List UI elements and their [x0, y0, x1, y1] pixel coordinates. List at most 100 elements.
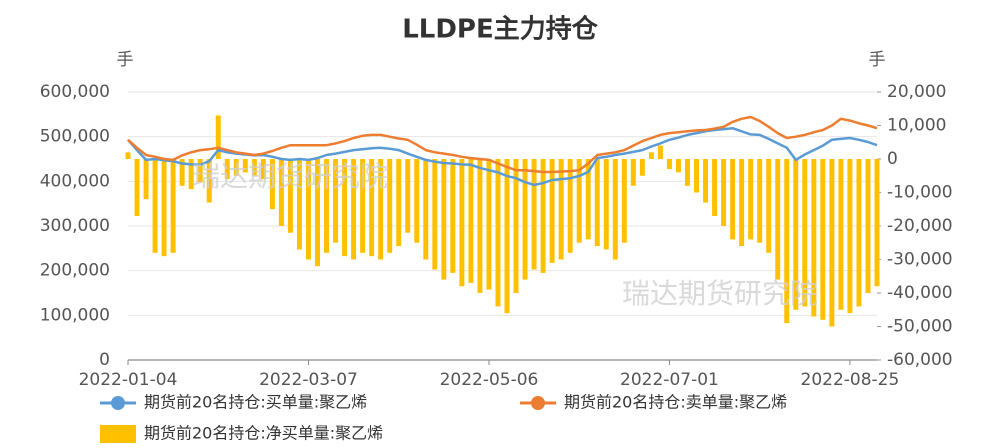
- bar: [748, 159, 754, 240]
- y2-tick-label: -10,000: [887, 183, 953, 203]
- bar: [666, 159, 672, 170]
- x-tick-label: 2022-05-06: [440, 370, 539, 390]
- bar: [251, 159, 257, 176]
- bar: [351, 159, 357, 260]
- legend-symbol: [531, 396, 545, 410]
- legend-symbol: [100, 425, 136, 443]
- bar: [242, 159, 248, 173]
- bar: [829, 159, 835, 327]
- bar: [360, 159, 366, 253]
- bar: [739, 159, 745, 247]
- bar: [865, 159, 871, 293]
- y-axis-unit: 手: [117, 50, 134, 70]
- legend-label: 期货前20名持仓:净买单量:聚乙烯: [144, 424, 383, 443]
- bar: [152, 159, 158, 253]
- bar: [495, 159, 501, 307]
- y-tick-label: 600,000: [40, 82, 110, 102]
- bar: [125, 152, 131, 159]
- bar: [657, 145, 663, 159]
- y-tick-label: 500,000: [40, 127, 110, 147]
- bar: [188, 159, 194, 190]
- y2-tick-label: -40,000: [887, 283, 953, 303]
- bar: [143, 159, 149, 200]
- bar: [730, 159, 736, 240]
- y2-tick-label: -50,000: [887, 317, 953, 337]
- bar: [784, 159, 790, 324]
- bar: [531, 159, 537, 270]
- y2-tick-label: -20,000: [887, 216, 953, 236]
- bar: [324, 159, 330, 253]
- x-tick-label: 2022-08-25: [801, 370, 900, 390]
- bar: [721, 159, 727, 226]
- x-tick-label: 2022-01-04: [79, 370, 178, 390]
- bar: [486, 159, 492, 290]
- bar: [549, 159, 555, 263]
- x-tick-label: 2022-03-07: [259, 370, 358, 390]
- bar: [161, 159, 167, 257]
- bar: [712, 159, 718, 216]
- bar: [260, 159, 266, 180]
- y2-tick-label: 10,000: [887, 116, 946, 136]
- bar: [639, 159, 645, 176]
- x-tick-label: 2022-07-01: [620, 370, 719, 390]
- bar: [648, 152, 654, 159]
- bar: [459, 159, 465, 287]
- watermark: 瑞达期货研究院: [622, 277, 818, 310]
- y-tick-label: 100,000: [40, 305, 110, 325]
- legend-item: 期货前20名持仓:卖单量:聚乙烯: [520, 393, 787, 412]
- y2-axis-unit: 手: [869, 50, 886, 70]
- bar: [703, 159, 709, 203]
- bar: [306, 159, 311, 260]
- bar: [838, 159, 844, 310]
- bar: [468, 159, 474, 283]
- bar: [585, 159, 591, 240]
- bar: [423, 159, 429, 260]
- legend-label: 期货前20名持仓:卖单量:聚乙烯: [564, 393, 787, 412]
- y-tick-label: 200,000: [40, 261, 110, 281]
- bar: [342, 159, 348, 257]
- bar: [441, 159, 447, 280]
- y-tick-label: 400,000: [40, 171, 110, 191]
- bar: [333, 159, 339, 243]
- bar: [477, 159, 483, 293]
- bar: [567, 159, 573, 253]
- bar: [874, 159, 880, 287]
- y2-tick-label: 0: [887, 149, 898, 169]
- bar: [820, 159, 826, 320]
- legend-item: 期货前20名持仓:净买单量:聚乙烯: [100, 424, 383, 443]
- y2-tick-label: -30,000: [887, 250, 953, 270]
- bar: [576, 159, 582, 243]
- bar: [287, 159, 293, 233]
- y2-tick-label: -60,000: [887, 350, 953, 370]
- bar: [522, 159, 528, 280]
- line: [127, 115, 878, 174]
- bar: [811, 159, 817, 317]
- bar: [594, 159, 600, 247]
- bar: [621, 159, 627, 243]
- bar: [224, 159, 230, 180]
- bar: [387, 159, 393, 253]
- bar: [414, 159, 420, 243]
- y-tick-label: 0: [99, 350, 110, 370]
- bar: [504, 159, 510, 314]
- legend-label: 期货前20名持仓:买单量:聚乙烯: [144, 393, 367, 412]
- bar: [612, 159, 618, 260]
- bar: [233, 159, 239, 176]
- y2-tick-label: 20,000: [887, 82, 946, 102]
- bar: [269, 159, 275, 210]
- bar: [856, 159, 862, 307]
- bar: [766, 159, 772, 253]
- bar: [802, 159, 808, 307]
- bar: [513, 159, 519, 293]
- bar: [558, 159, 564, 260]
- bar: [278, 159, 284, 226]
- bar: [215, 115, 221, 159]
- bar: [134, 159, 140, 216]
- bar: [603, 159, 609, 250]
- bar: [179, 159, 185, 186]
- bar: [540, 159, 546, 273]
- chart-title: LLDPE主力持仓: [402, 14, 599, 45]
- bar: [170, 159, 176, 253]
- bar: [775, 159, 781, 280]
